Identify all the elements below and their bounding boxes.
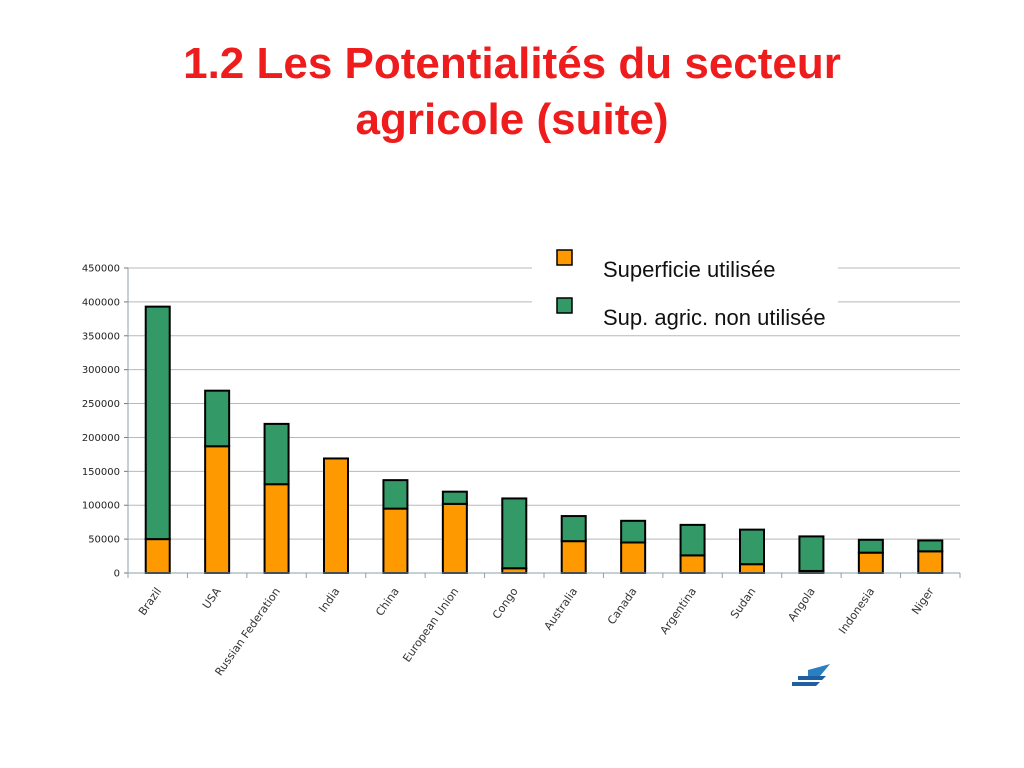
bar-used-russian-federation bbox=[263, 483, 290, 575]
y-tick-label: 450000 bbox=[82, 264, 120, 275]
x-tick-label: Sudan bbox=[728, 585, 759, 621]
bar-unused-australia bbox=[560, 515, 587, 543]
y-tick-label: 50000 bbox=[88, 535, 120, 546]
bar-used-usa bbox=[204, 445, 231, 574]
slide-title-line-1: 1.2 Les Potentialités du secteur bbox=[183, 39, 841, 88]
x-tick-label: India bbox=[316, 585, 342, 615]
y-tick-label: 100000 bbox=[82, 501, 120, 512]
bar-unused-brazil bbox=[144, 305, 171, 541]
bar-unused-european-union bbox=[441, 490, 468, 505]
bar-unused-angola bbox=[798, 535, 825, 572]
company-logo-icon bbox=[792, 664, 830, 686]
bar-unused-congo bbox=[501, 497, 528, 570]
bar-used-niger bbox=[917, 550, 944, 574]
x-tick-label: Congo bbox=[490, 585, 521, 621]
bar-used-australia bbox=[560, 540, 587, 575]
bar-unused-niger bbox=[917, 539, 944, 553]
x-tick-label: Brazil bbox=[136, 585, 164, 618]
y-tick-label: 150000 bbox=[82, 467, 120, 478]
y-tick-label: 400000 bbox=[82, 297, 120, 308]
y-tick-label: 300000 bbox=[82, 365, 120, 376]
axes bbox=[127, 268, 961, 578]
slide-title-line-2: agricole (suite) bbox=[355, 95, 669, 144]
x-tick-label: Argentina bbox=[658, 585, 699, 636]
x-tick-label: European Union bbox=[400, 585, 461, 664]
x-tick-label: Indonesia bbox=[836, 585, 877, 636]
bar-unused-sudan bbox=[739, 528, 765, 566]
x-tick-label: USA bbox=[200, 585, 224, 611]
y-tick-label: 350000 bbox=[82, 331, 120, 342]
x-tick-label: Russian Federation bbox=[212, 585, 283, 678]
bar-unused-argentina bbox=[679, 523, 706, 557]
y-tick-label: 250000 bbox=[82, 399, 120, 410]
legend: Superficie utilisée Sup. agric. non utili… bbox=[532, 244, 838, 330]
bar-used-european-union bbox=[441, 502, 468, 574]
bar-used-sudan bbox=[739, 563, 765, 575]
bar-unused-russian-federation bbox=[263, 422, 290, 486]
x-tick-label: Australia bbox=[542, 585, 581, 632]
bar-unused-canada bbox=[620, 519, 647, 544]
x-tick-label: Angola bbox=[785, 585, 817, 624]
legend-swatch bbox=[556, 249, 573, 266]
y-tick-label: 200000 bbox=[82, 433, 120, 444]
bar-used-brazil bbox=[144, 538, 171, 574]
legend-swatch bbox=[556, 297, 573, 314]
bar-used-argentina bbox=[679, 554, 706, 575]
bar-unused-china bbox=[382, 479, 409, 510]
legend-box bbox=[532, 244, 838, 330]
bar-used-india bbox=[323, 457, 349, 575]
x-tick-label: Canada bbox=[605, 585, 640, 627]
bars bbox=[144, 305, 944, 575]
bar-unused-indonesia bbox=[857, 538, 884, 554]
slide-title: 1.2 Les Potentialités du secteur agricol… bbox=[0, 36, 1024, 148]
y-tick-label: 0 bbox=[114, 569, 120, 580]
x-tick-label: Niger bbox=[909, 585, 937, 617]
bar-used-indonesia bbox=[857, 551, 884, 575]
bar-used-china bbox=[382, 507, 409, 574]
bar-used-canada bbox=[620, 541, 647, 574]
y-tick-labels: 0 50000 100000 150000 200000 250000 300000 3500… bbox=[82, 264, 120, 580]
legend-entry: Sup. agric. non utilisée bbox=[603, 305, 826, 330]
bar-unused-usa bbox=[204, 389, 231, 448]
x-tick-label: China bbox=[373, 585, 402, 618]
legend-entry: Superficie utilisée bbox=[603, 257, 775, 282]
